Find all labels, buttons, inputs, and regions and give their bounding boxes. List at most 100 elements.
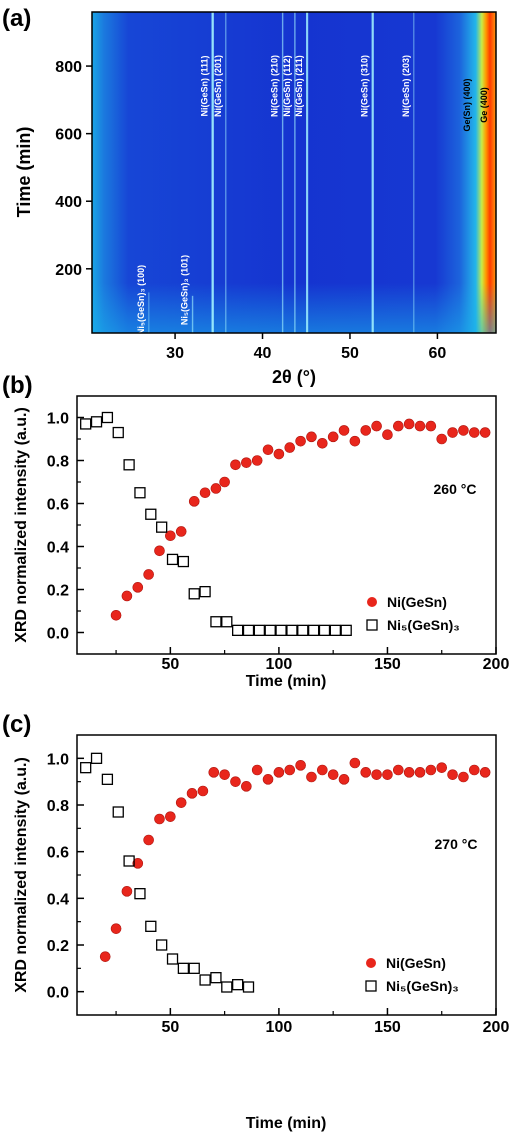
ni5gesn3-point	[232, 624, 244, 636]
y-tick-label: 200	[55, 262, 82, 279]
legend-circle-marker	[367, 597, 377, 607]
panel-b-label: (b)	[2, 372, 33, 399]
nigesn-point	[382, 429, 393, 441]
peak-label: Ni(GeSn) (112)	[282, 55, 292, 117]
y-tick-label: 0.8	[47, 454, 69, 471]
legend-label-nigesn: Ni(GeSn)	[386, 955, 446, 971]
nigesn-point	[306, 771, 317, 783]
x-tick-label: 200	[483, 656, 510, 673]
nigesn-point	[393, 764, 404, 776]
nigesn-point	[306, 431, 317, 443]
nigesn-point	[382, 769, 393, 780]
nigesn-point	[468, 427, 480, 438]
peak-label: Ni(GeSn) (203)	[401, 55, 411, 117]
legend-circle-marker	[366, 958, 376, 968]
y-tick-label: 0.6	[47, 497, 69, 514]
ni5gesn3-point	[242, 624, 255, 636]
panel-b-x-axis-title: Time (min)	[246, 673, 327, 690]
ni5gesn3-point	[156, 939, 168, 951]
peak-label: Ni(GeSn) (211)	[294, 55, 304, 117]
nigesn-point	[349, 757, 361, 769]
nigesn-point	[219, 476, 230, 488]
nigesn-point	[199, 487, 211, 499]
panel-c-x-axis-title: Time (min)	[246, 1115, 327, 1132]
ni5gesn3-point	[286, 624, 298, 636]
y-tick-label: 0.2	[47, 583, 69, 600]
nigesn-point	[327, 769, 339, 780]
nigesn-point	[132, 858, 144, 869]
peak-label: Ni₅(GeSn)₃ (100)	[136, 265, 146, 335]
panel-b-axes: 50 100 150 200 0.0 0.2 0.4 0.6 0.8 1.0	[47, 411, 510, 674]
y-tick-label: 0.8	[47, 798, 69, 815]
panel-c-y-axis-title: XRD normalized intensity (a.u.)	[13, 757, 30, 993]
nigesn-point	[154, 545, 165, 557]
nigesn-point	[143, 834, 154, 846]
panel-b-data-points	[80, 411, 491, 636]
nigesn-point	[360, 425, 372, 436]
ni5gesn3-point	[307, 624, 320, 636]
nigesn-point	[468, 764, 480, 776]
x-tick-label: 100	[266, 1019, 293, 1036]
x-tick-label: 50	[161, 656, 179, 673]
legend-label-ni5gesn3: Ni₅(GeSn)₃	[386, 978, 459, 994]
nigesn-point	[273, 767, 285, 778]
nigesn-point	[186, 788, 198, 799]
panel-b: (b) 50 100 150 200 0.0 0.2 0.4 0.6 0.8 1.0 260 °C…	[2, 372, 509, 690]
ni5gesn3-point	[318, 624, 331, 636]
nigesn-point	[327, 431, 339, 443]
nigesn-point	[230, 459, 241, 471]
nigesn-point	[210, 483, 222, 494]
nigesn-point	[414, 420, 426, 432]
x-tick-label: 200	[483, 1019, 510, 1036]
legend-square-marker	[366, 619, 378, 631]
ni5gesn3-point	[134, 487, 146, 499]
nigesn-point	[262, 444, 274, 456]
y-tick-label: 1.0	[47, 751, 69, 768]
panel-c-data-points	[80, 752, 491, 993]
nigesn-point	[447, 427, 458, 438]
nigesn-point	[241, 457, 252, 468]
ni5gesn3-point	[199, 586, 211, 598]
legend-label-nigesn: Ni(GeSn)	[387, 594, 447, 610]
nigesn-point	[436, 433, 448, 445]
nigesn-point	[165, 811, 176, 822]
peak-label: Ni₅(GeSn)₃ (101)	[180, 255, 190, 325]
nigesn-point	[99, 951, 111, 962]
panel-c-legend: Ni(GeSn) Ni₅(GeSn)₃	[365, 955, 459, 994]
ni5gesn3-point	[177, 555, 190, 568]
nigesn-point	[121, 590, 133, 602]
y-tick-label: 0.4	[47, 540, 69, 557]
x-tick-label: 50	[161, 1019, 179, 1036]
y-tick-label: 400	[55, 194, 82, 211]
ni5gesn3-point	[188, 962, 200, 974]
panel-a: (a) Ni₅(GeSn)₃ (100) Ni₅(GeSn)₃ (101) Ni(G…	[2, 5, 497, 387]
nigesn-point	[436, 762, 448, 773]
panel-c-axes: 50 100 150 200 0.0 0.2 0.4 0.6 0.8 1.0	[47, 751, 510, 1036]
ni5gesn3-point	[123, 459, 135, 471]
heatmap-y-axis-title: Time (min)	[14, 127, 34, 218]
nigesn-point	[284, 764, 296, 776]
ni5gesn3-point	[221, 981, 233, 993]
x-tick-label: 60	[429, 345, 447, 362]
nigesn-point	[284, 442, 296, 453]
nigesn-point	[338, 425, 350, 436]
nigesn-point	[403, 418, 415, 430]
nigesn-point	[230, 776, 241, 787]
nigesn-point	[403, 767, 415, 778]
ni5gesn3-point	[232, 979, 244, 991]
ni5gesn3-point	[329, 624, 341, 636]
nigesn-point	[414, 767, 426, 778]
panel-b-temperature-label: 260 °C	[434, 481, 477, 497]
panel-b-legend: Ni(GeSn) Ni₅(GeSn)₃	[366, 594, 460, 633]
y-tick-label: 0.0	[47, 626, 69, 643]
nigesn-point	[110, 609, 122, 621]
x-tick-label: 150	[374, 1019, 401, 1036]
ni5gesn3-point	[80, 762, 92, 774]
ni5gesn3-point	[101, 411, 114, 424]
heatmap-axes: 30 40 50 60 200 400 600 800	[55, 59, 446, 362]
y-tick-label: 0.2	[47, 938, 69, 955]
ni5gesn3-point	[221, 616, 233, 628]
ni5gesn3-point	[264, 624, 276, 636]
ni5gesn3-point	[210, 616, 222, 628]
